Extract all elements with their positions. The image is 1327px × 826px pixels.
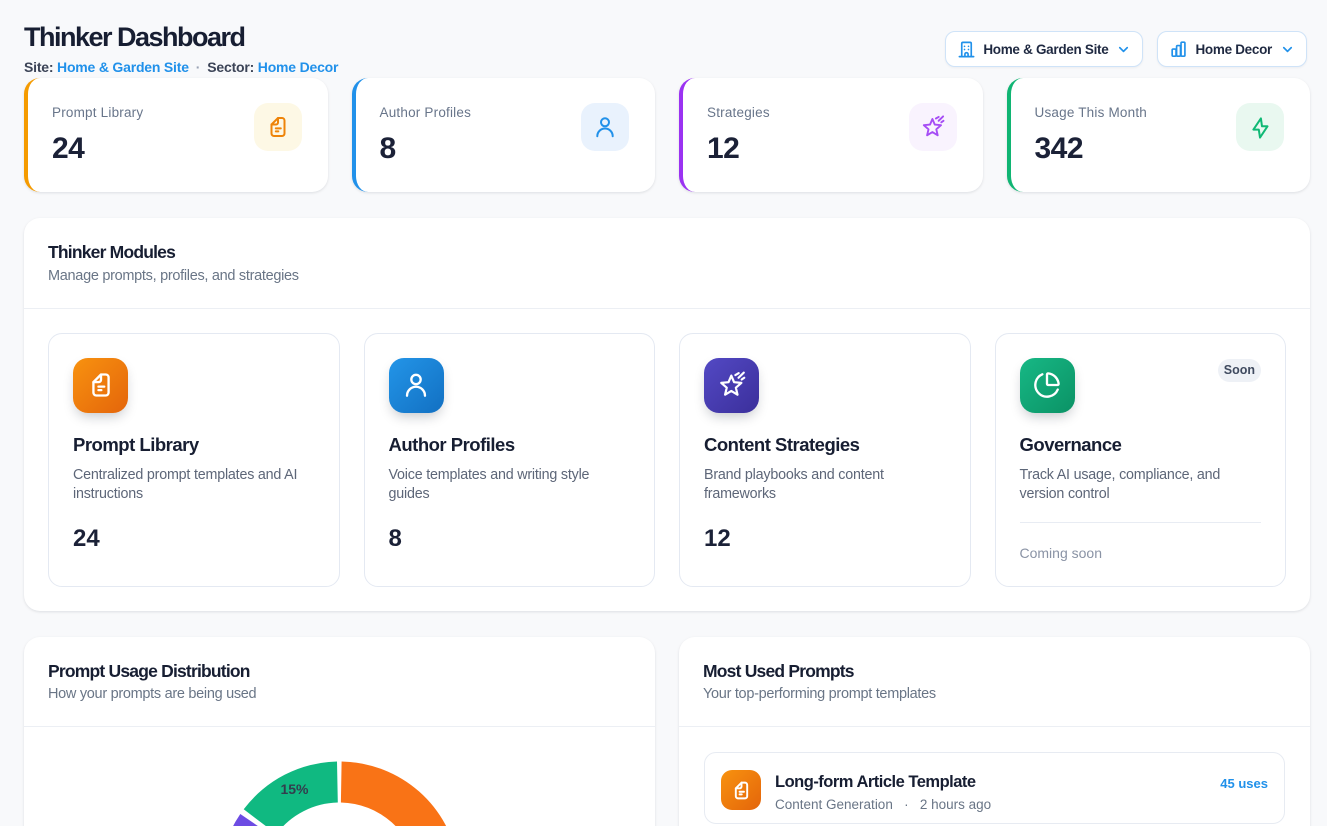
svg-text:15%: 15% xyxy=(280,781,309,797)
